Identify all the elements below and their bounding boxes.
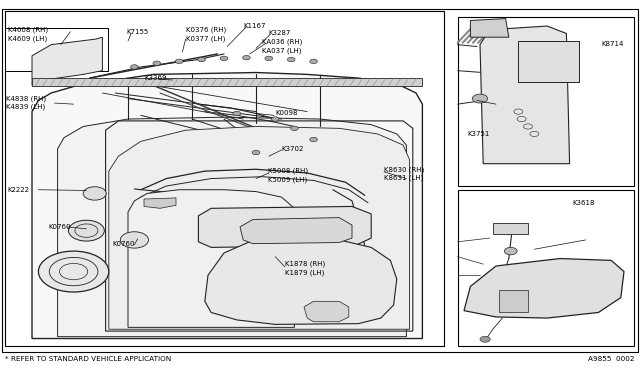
Circle shape	[38, 251, 109, 292]
Text: A9855  0002: A9855 0002	[588, 356, 635, 362]
Circle shape	[310, 59, 317, 64]
Circle shape	[233, 111, 241, 116]
Circle shape	[83, 187, 106, 200]
Text: K8630 (RH): K8630 (RH)	[384, 166, 424, 173]
Polygon shape	[109, 126, 410, 329]
Circle shape	[504, 247, 517, 255]
Circle shape	[265, 56, 273, 61]
Circle shape	[120, 232, 148, 248]
Text: K0376 (RH): K0376 (RH)	[186, 26, 226, 33]
Text: K3369: K3369	[144, 75, 166, 81]
Circle shape	[287, 57, 295, 62]
Circle shape	[310, 137, 317, 142]
Polygon shape	[240, 218, 352, 244]
Text: K1167: K1167	[243, 23, 266, 29]
Text: K0760: K0760	[112, 241, 134, 247]
Text: K8714: K8714	[602, 41, 624, 46]
Text: K4839 (LH): K4839 (LH)	[6, 104, 45, 110]
Text: K7155: K7155	[127, 29, 149, 35]
Polygon shape	[32, 73, 422, 339]
Polygon shape	[480, 26, 570, 164]
Polygon shape	[144, 198, 176, 208]
Text: * REFER TO STANDARD VEHICLE APPLICATION: * REFER TO STANDARD VEHICLE APPLICATION	[5, 356, 172, 362]
Text: K5008 (RH): K5008 (RH)	[268, 168, 308, 174]
Circle shape	[271, 117, 279, 121]
Bar	[5, 28, 108, 71]
Text: KA037 (LH): KA037 (LH)	[262, 47, 302, 54]
Bar	[499, 290, 528, 312]
Polygon shape	[464, 259, 624, 318]
Text: K2222: K2222	[8, 187, 29, 193]
Polygon shape	[470, 19, 509, 37]
Polygon shape	[58, 117, 406, 337]
Text: K1878 (RH): K1878 (RH)	[285, 261, 325, 267]
Text: KA036 (RH): KA036 (RH)	[262, 39, 303, 45]
Text: K5009 (LH): K5009 (LH)	[268, 176, 307, 183]
Text: K3287: K3287	[269, 31, 291, 36]
Polygon shape	[128, 190, 294, 327]
Text: K3702: K3702	[282, 146, 304, 152]
Text: K0377 (LH): K0377 (LH)	[186, 35, 225, 42]
Polygon shape	[32, 37, 102, 86]
Bar	[5, 11, 444, 346]
Text: K8631 (LH): K8631 (LH)	[384, 174, 424, 181]
Text: K3618: K3618	[573, 200, 595, 206]
Text: K4838 (RH): K4838 (RH)	[6, 95, 47, 102]
Circle shape	[198, 57, 205, 62]
Bar	[458, 190, 634, 346]
Circle shape	[252, 150, 260, 155]
Circle shape	[480, 336, 490, 342]
Circle shape	[68, 220, 104, 241]
Text: K0098: K0098	[275, 110, 298, 116]
Bar	[518, 41, 579, 82]
Circle shape	[291, 126, 298, 131]
Bar	[493, 223, 528, 234]
Polygon shape	[32, 78, 422, 86]
Polygon shape	[304, 301, 349, 322]
Text: K4609 (LH): K4609 (LH)	[8, 35, 47, 42]
Circle shape	[472, 94, 488, 103]
Text: K3751: K3751	[467, 131, 490, 137]
Polygon shape	[205, 238, 397, 324]
Circle shape	[220, 56, 228, 61]
Circle shape	[153, 61, 161, 65]
Polygon shape	[198, 206, 371, 247]
Text: K0760: K0760	[48, 224, 70, 230]
Text: K4608 (RH): K4608 (RH)	[8, 26, 48, 33]
Circle shape	[243, 55, 250, 60]
Circle shape	[175, 59, 183, 64]
Bar	[458, 17, 634, 186]
Text: K1879 (LH): K1879 (LH)	[285, 269, 324, 276]
Circle shape	[131, 65, 138, 69]
